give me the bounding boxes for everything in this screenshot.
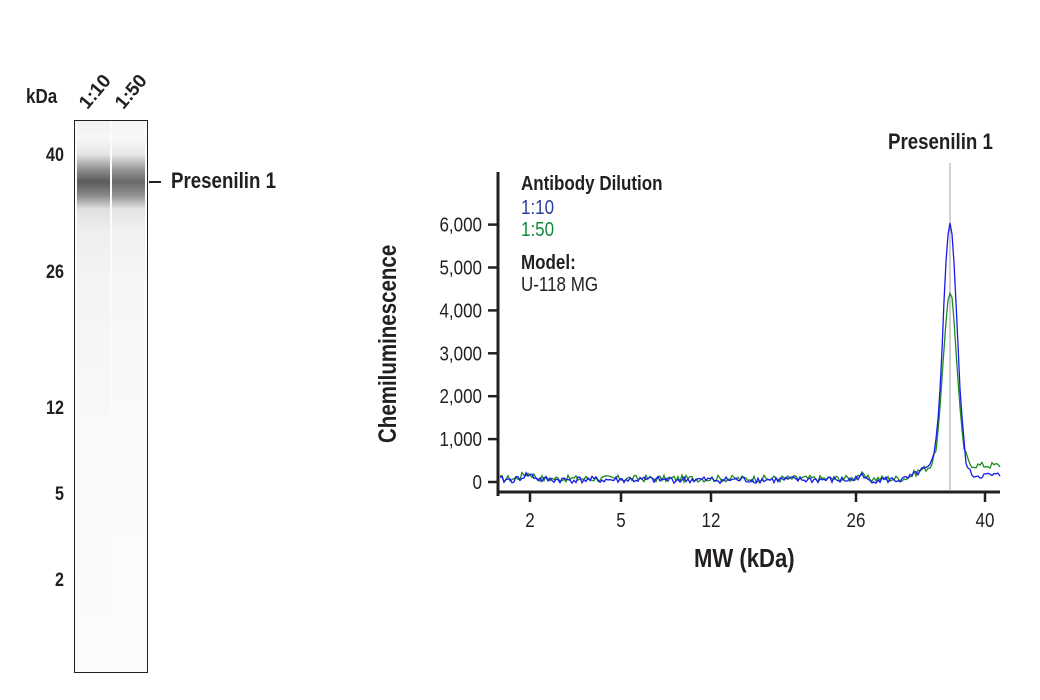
x-tick-label: 2: [525, 509, 534, 532]
y-tick-label: 6,000: [439, 213, 482, 236]
y-tick-label: 0: [473, 471, 482, 494]
legend: Antibody Dilution 1:10 1:50 Model: U-118…: [521, 172, 663, 296]
legend-entry-1-10: 1:10: [521, 196, 554, 219]
kda-marker-12: 12: [46, 398, 64, 419]
legend-entry-1-50: 1:50: [521, 218, 554, 241]
y-tick-label: 3,000: [439, 342, 482, 365]
gel-image: [74, 120, 148, 673]
legend-model-title: Model:: [521, 251, 576, 274]
kda-marker-2: 2: [55, 570, 64, 591]
x-tick-label: 12: [702, 509, 721, 532]
kda-marker-5: 5: [55, 484, 64, 505]
band-label: Presenilin 1: [171, 168, 276, 193]
y-tick-label: 1,000: [439, 428, 482, 451]
gel-lane-1: [77, 121, 110, 672]
trace-1-50: [499, 291, 1001, 485]
legend-title: Antibody Dilution: [521, 172, 663, 195]
y-tick-label: 4,000: [439, 299, 482, 322]
legend-model-value: U-118 MG: [521, 273, 598, 296]
x-tick-label: 5: [616, 509, 625, 532]
annotation-label: Presenilin 1: [888, 131, 993, 155]
kda-marker-40: 40: [46, 145, 64, 166]
gel-unit-label: kDa: [26, 86, 58, 108]
y-axis-label: Chemiluminescence: [373, 245, 401, 443]
gel-lane-2: [112, 121, 145, 672]
x-tick-label: 40: [976, 509, 995, 532]
trace-1-10: [499, 222, 1001, 485]
x-tick-label: 26: [847, 509, 866, 532]
y-tick-label: 2,000: [439, 385, 482, 408]
kda-marker-26: 26: [46, 262, 64, 283]
x-axis-label: MW (kDa): [694, 544, 795, 573]
band-pointer-line: [149, 181, 161, 183]
y-tick-label: 5,000: [439, 256, 482, 279]
